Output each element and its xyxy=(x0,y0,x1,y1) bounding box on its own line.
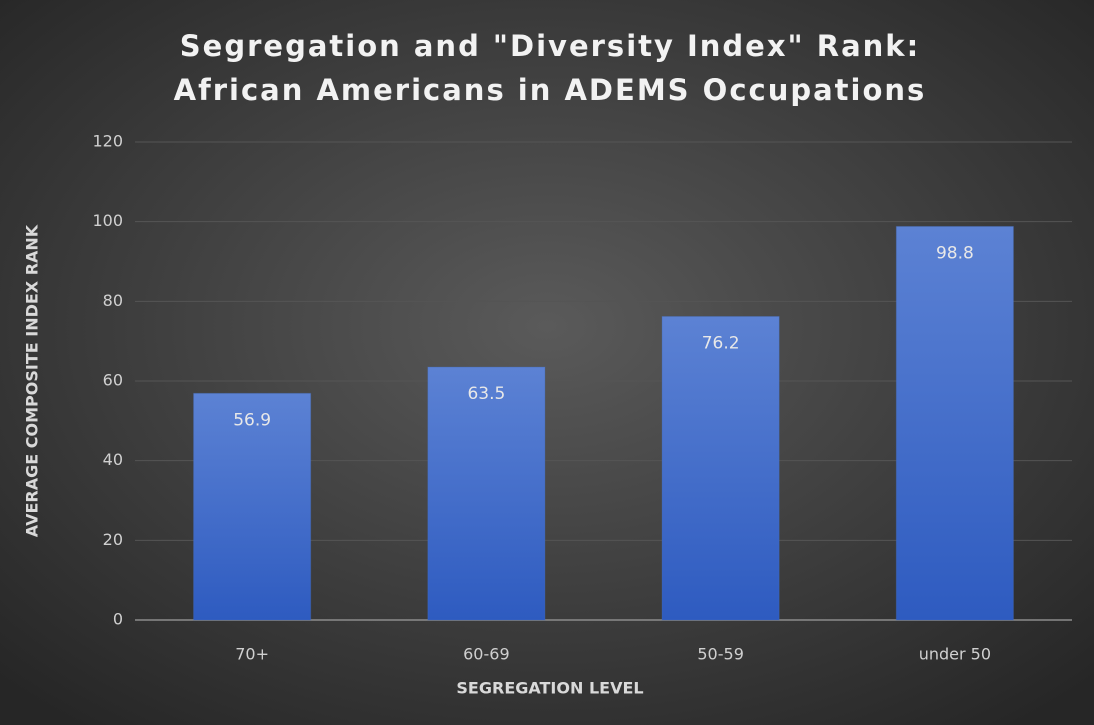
data-label: 56.9 xyxy=(233,410,271,430)
bar xyxy=(661,315,780,621)
y-tick-label: 0 xyxy=(113,610,123,629)
x-tick-label: under 50 xyxy=(919,645,991,664)
y-tick-label: 20 xyxy=(103,530,123,549)
y-tick-label: 100 xyxy=(92,211,123,230)
data-label: 63.5 xyxy=(467,384,505,404)
x-tick-label: 50-59 xyxy=(697,645,744,664)
data-label: 76.2 xyxy=(702,333,740,353)
bar xyxy=(427,366,546,621)
y-tick-label: 60 xyxy=(103,371,123,390)
bar xyxy=(193,392,312,621)
x-axis-title: SEGREGATION LEVEL xyxy=(456,679,643,698)
x-tick-label: 60-69 xyxy=(463,645,510,664)
x-tick-label: 70+ xyxy=(235,645,269,664)
y-tick-label: 80 xyxy=(103,291,123,310)
data-label: 98.8 xyxy=(936,243,974,263)
chart-title: Segregation and "Diversity Index" Rank: xyxy=(180,29,920,63)
chart-title: African Americans in ADEMS Occupations xyxy=(174,73,927,107)
y-tick-label: 40 xyxy=(103,450,123,469)
bar xyxy=(895,225,1014,621)
y-axis-title: AVERAGE COMPOSITE INDEX RANK xyxy=(23,224,42,537)
y-tick-label: 120 xyxy=(92,132,123,151)
